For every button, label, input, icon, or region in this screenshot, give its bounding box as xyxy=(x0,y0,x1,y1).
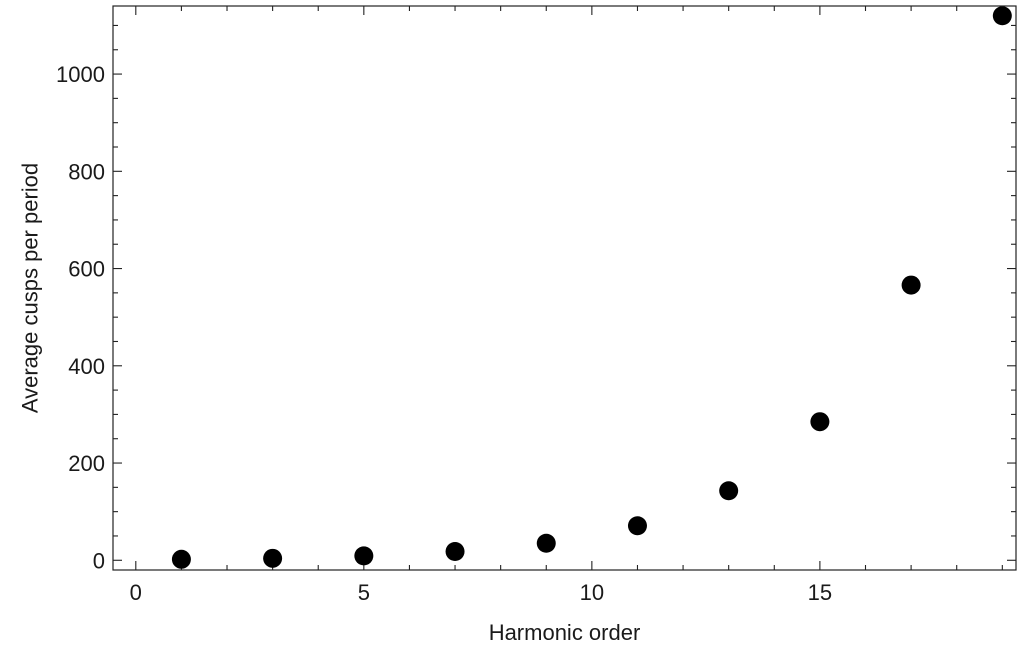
data-point xyxy=(263,548,283,568)
x-tick-label: 5 xyxy=(358,580,370,605)
data-point xyxy=(901,275,921,295)
y-tick-label: 400 xyxy=(68,354,105,379)
data-point xyxy=(810,412,830,432)
data-points xyxy=(171,6,1012,569)
x-tick-label: 15 xyxy=(808,580,832,605)
x-tick-label: 10 xyxy=(580,580,604,605)
data-point xyxy=(354,546,374,566)
x-axis-label: Harmonic order xyxy=(489,620,641,645)
data-point xyxy=(445,542,465,562)
y-tick-label: 200 xyxy=(68,451,105,476)
x-tick-label: 0 xyxy=(130,580,142,605)
data-point xyxy=(536,533,556,553)
axis-ticks xyxy=(113,6,1016,570)
data-point xyxy=(171,549,191,569)
data-point xyxy=(627,516,647,536)
y-tick-label: 1000 xyxy=(56,62,105,87)
plot-frame xyxy=(112,5,1017,571)
data-point xyxy=(719,481,739,501)
y-tick-label: 0 xyxy=(93,548,105,573)
tick-labels: 0 5 10 15 0 200 400 600 800 1000 xyxy=(56,62,832,605)
y-axis-label: Average cusps per period xyxy=(18,163,43,413)
data-point xyxy=(992,6,1012,26)
y-tick-label: 600 xyxy=(68,257,105,282)
y-tick-label: 800 xyxy=(68,159,105,184)
